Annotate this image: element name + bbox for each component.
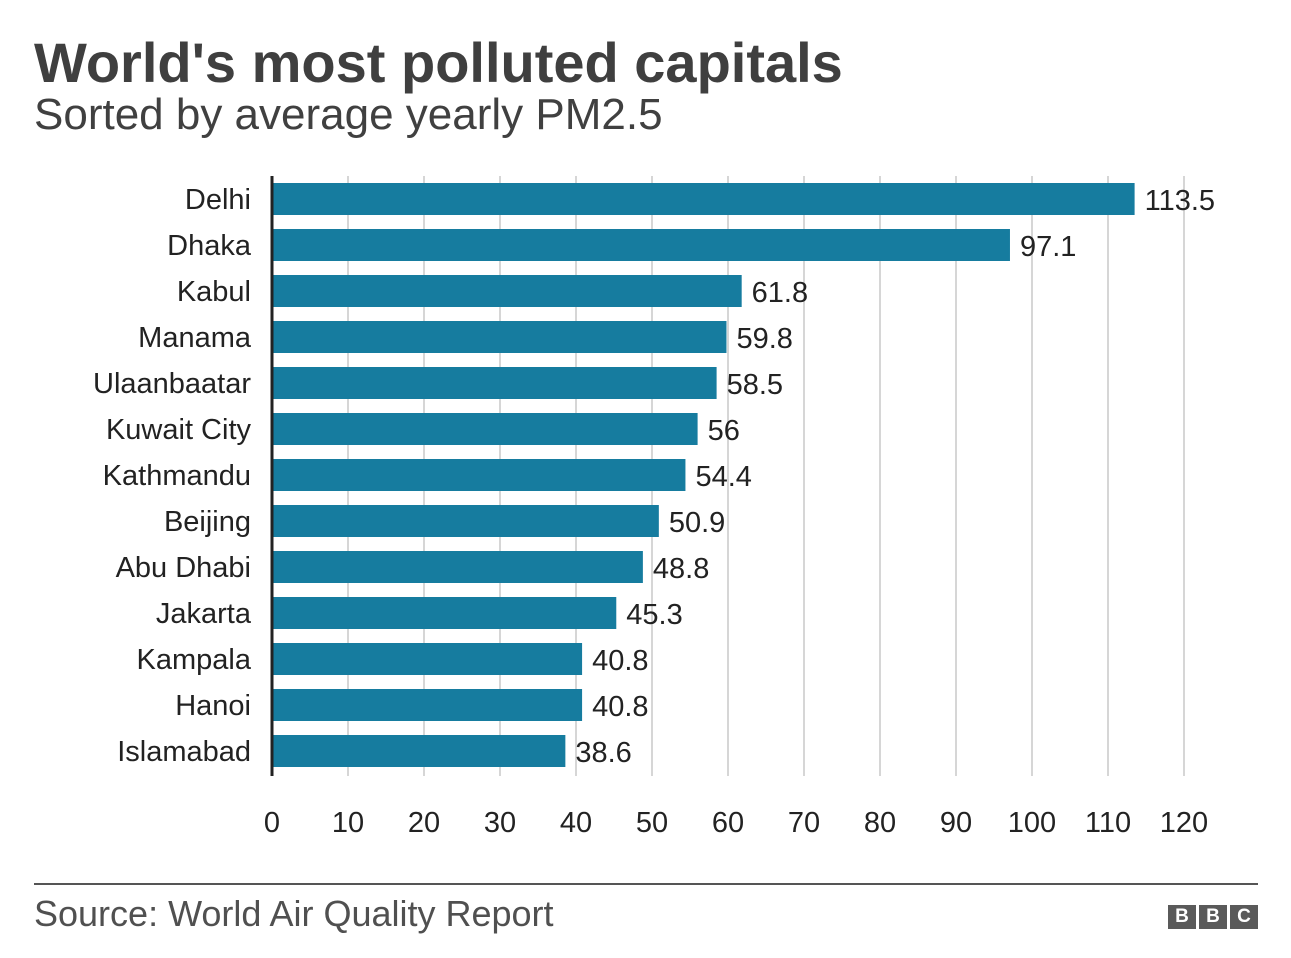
source-text: Source: World Air Quality Report <box>34 893 554 934</box>
value-label: 40.8 <box>592 645 648 677</box>
bar <box>272 505 659 537</box>
chart-subtitle: Sorted by average yearly PM2.5 <box>34 90 663 139</box>
x-tick-label: 120 <box>1160 807 1208 839</box>
bar <box>272 275 742 307</box>
x-tick-label: 50 <box>636 807 668 839</box>
bar <box>272 689 583 721</box>
logo-letter: B <box>1168 905 1196 929</box>
category-label: Manama <box>138 322 252 354</box>
bar <box>272 551 643 583</box>
category-label: Beijing <box>164 506 251 538</box>
bar <box>272 643 583 675</box>
bar <box>272 321 727 353</box>
x-tick-label: 20 <box>408 807 440 839</box>
value-label: 58.5 <box>727 369 783 401</box>
value-label: 61.8 <box>752 277 808 309</box>
bars <box>272 183 1135 767</box>
logo-letter: B <box>1199 905 1227 929</box>
value-label: 113.5 <box>1145 185 1215 217</box>
category-label: Dhaka <box>167 230 252 262</box>
logo-letter: C <box>1230 905 1258 929</box>
bar <box>272 183 1135 215</box>
x-tick-label: 10 <box>332 807 364 839</box>
value-label: 38.6 <box>575 737 631 769</box>
bar <box>272 735 566 767</box>
value-label: 48.8 <box>653 553 709 585</box>
category-label: Kuwait City <box>106 414 252 446</box>
x-tick-label: 110 <box>1085 807 1131 839</box>
x-tick-label: 40 <box>560 807 592 839</box>
value-label: 45.3 <box>626 599 682 631</box>
value-label: 50.9 <box>669 507 725 539</box>
category-label: Jakarta <box>156 598 252 630</box>
value-label: 56 <box>708 415 740 447</box>
x-tick-label: 100 <box>1008 807 1056 839</box>
x-tick-label: 80 <box>864 807 896 839</box>
bar <box>272 459 686 491</box>
value-label: 97.1 <box>1020 231 1076 263</box>
category-label: Kampala <box>137 644 252 676</box>
x-tick-label: 30 <box>484 807 516 839</box>
category-label: Hanoi <box>175 690 251 722</box>
category-label: Ulaanbaatar <box>93 368 251 400</box>
x-tick-label: 90 <box>940 807 972 839</box>
bbc-logo: B B C <box>1168 905 1258 929</box>
category-label: Kabul <box>177 276 251 308</box>
category-label: Islamabad <box>117 736 251 768</box>
bar <box>272 413 698 445</box>
value-label: 40.8 <box>592 691 648 723</box>
value-label: 54.4 <box>695 461 751 493</box>
bar <box>272 597 617 629</box>
value-label: 59.8 <box>736 323 792 355</box>
category-label: Abu Dhabi <box>116 552 251 584</box>
chart-title: World's most polluted capitals <box>34 31 843 94</box>
x-tick-label: 60 <box>712 807 744 839</box>
bar <box>272 367 717 399</box>
category-label: Kathmandu <box>103 460 251 492</box>
x-tick-label: 0 <box>264 807 280 839</box>
x-tick-label: 70 <box>788 807 820 839</box>
bar <box>272 229 1010 261</box>
footer-divider <box>34 883 1258 885</box>
labels: 0 10 20 30 40 50 60 70 80 90 100 110 120 Delhi 113.5 Dh… <box>93 184 1215 839</box>
category-label: Delhi <box>185 184 251 216</box>
